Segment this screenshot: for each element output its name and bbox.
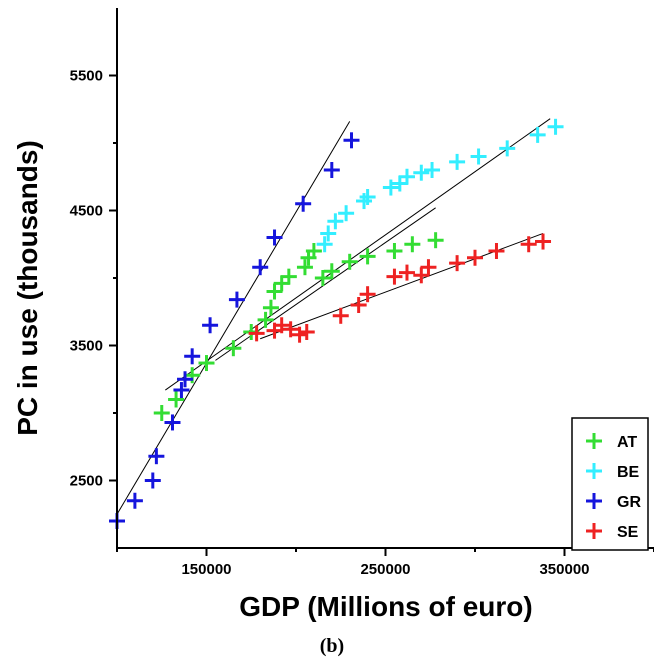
data-point-at (184, 367, 201, 384)
data-point-gr (173, 382, 190, 399)
data-point-se (291, 326, 308, 343)
x-tick-label: 150000 (181, 561, 231, 578)
data-point-be (547, 118, 564, 135)
data-point-be (449, 153, 466, 170)
data-point-se (359, 286, 376, 303)
data-point-se (520, 236, 537, 253)
legend-label: BE (617, 464, 640, 481)
legend-box (571, 417, 649, 551)
data-point-at (323, 263, 340, 280)
data-point-gr (343, 132, 360, 149)
data-point-se (332, 307, 349, 324)
y-axis-title: PC in use (thousands) (12, 140, 43, 436)
data-point-gr (126, 492, 143, 509)
legend-item-gr: GR (586, 493, 641, 511)
data-point-at (386, 243, 403, 259)
data-point-se (413, 267, 430, 284)
data-point-at (266, 283, 283, 300)
data-point-gr (202, 317, 219, 334)
data-point-gr (148, 448, 165, 465)
data-point-se (298, 324, 315, 340)
data-point-se (535, 233, 552, 250)
data-point-gr (144, 472, 161, 489)
data-point-at (314, 270, 331, 286)
data-point-be (413, 164, 430, 181)
legend-label: AT (617, 434, 637, 451)
data-point-gr (184, 348, 201, 365)
legend-items: AT BE GR SE (586, 433, 641, 541)
figure-caption: (b) (320, 635, 344, 657)
data-point-at (296, 259, 313, 276)
data-points (109, 118, 564, 529)
data-point-be (398, 168, 415, 185)
legend-label: GR (617, 494, 641, 511)
data-point-gr (164, 414, 181, 431)
data-point-se (282, 321, 299, 338)
data-point-at (198, 355, 215, 372)
data-point-be (529, 126, 546, 143)
data-point-se (420, 259, 437, 276)
trend-line (260, 232, 544, 340)
x-axis-title: GDP (Millions of euro) (239, 591, 532, 622)
y-tick-label: 3500 (70, 338, 103, 355)
data-point-at (257, 311, 274, 328)
data-point-be (338, 205, 355, 222)
data-point-at (153, 405, 170, 421)
data-point-at (280, 268, 297, 285)
data-point-se (398, 264, 415, 281)
legend: AT BE GR SE (571, 417, 649, 551)
y-tick-label: 4500 (70, 203, 103, 220)
data-point-at (404, 236, 421, 253)
y-tick-label: 5500 (70, 68, 103, 85)
data-point-be (499, 140, 516, 157)
data-point-se (248, 325, 265, 342)
data-point-be (316, 236, 333, 253)
x-tick-label: 350000 (539, 561, 589, 578)
data-point-be (424, 162, 441, 178)
data-point-gr (252, 259, 269, 276)
data-point-at (168, 391, 185, 408)
data-point-be (359, 189, 376, 205)
data-point-gr (266, 229, 283, 246)
trend-line (215, 207, 436, 361)
legend-item-be: BE (586, 463, 640, 481)
y-tick-label: 2500 (70, 473, 103, 490)
data-point-be (356, 193, 373, 210)
data-point-at (427, 232, 444, 249)
y-ticks: 2500 3500 4500 5500 (70, 68, 117, 490)
data-point-at (305, 243, 322, 259)
data-point-se (386, 268, 403, 285)
data-point-at (225, 340, 242, 357)
legend-item-se: SE (586, 523, 639, 541)
data-point-gr (228, 291, 245, 308)
data-point-be (382, 179, 399, 196)
data-point-be (470, 148, 487, 165)
legend-item-at: AT (586, 433, 637, 451)
data-point-be (327, 213, 344, 230)
data-point-at (262, 299, 279, 316)
data-point-se (467, 249, 483, 266)
trend-line (165, 118, 551, 391)
data-point-se (350, 297, 367, 313)
data-point-se (273, 317, 290, 334)
data-point-gr (295, 195, 312, 212)
data-point-at (341, 253, 358, 270)
x-tick-label: 250000 (360, 561, 410, 578)
data-point-se (449, 255, 466, 272)
data-point-at (359, 248, 376, 265)
data-point-se (488, 243, 505, 259)
data-point-gr (323, 162, 340, 178)
legend-label: SE (617, 524, 639, 541)
x-ticks: 150000 250000 350000 (116, 548, 654, 578)
data-point-gr (177, 371, 194, 388)
data-point-be (320, 225, 337, 242)
